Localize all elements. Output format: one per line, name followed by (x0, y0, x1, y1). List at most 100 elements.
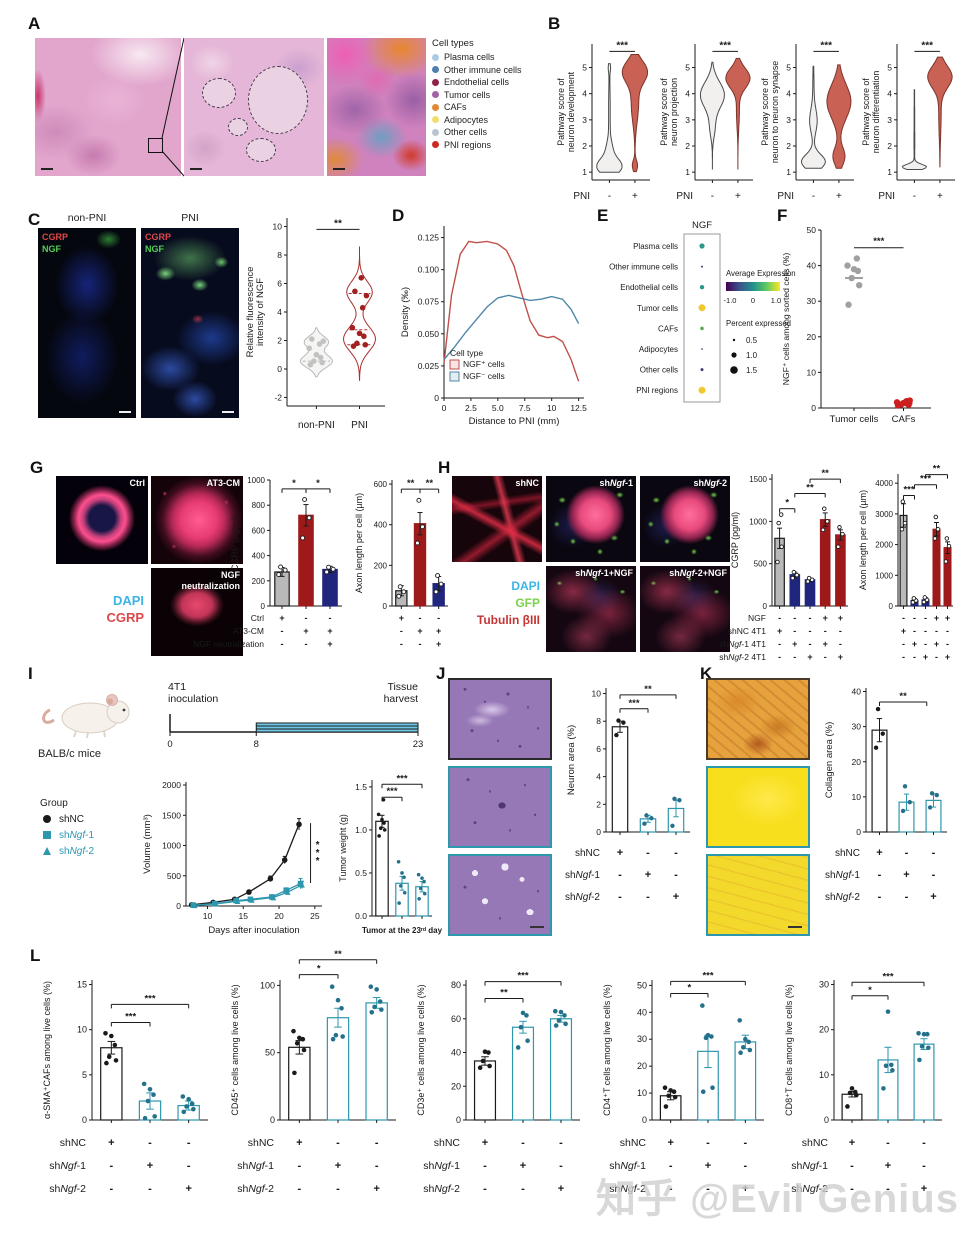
panel-a-he-overview-image (35, 38, 181, 176)
svg-text:4: 4 (887, 89, 892, 99)
svg-text:0: 0 (456, 1115, 461, 1125)
svg-text:3000: 3000 (875, 510, 893, 519)
svg-text:+: + (185, 1183, 191, 1195)
svg-text:+: + (823, 639, 828, 649)
svg-text:+: + (108, 1137, 114, 1149)
shngf2-neuron-image: shNgf-2 (640, 476, 730, 562)
mouse-strain-label: BALB/c mice (38, 748, 101, 760)
mouse-illustration (42, 694, 130, 739)
panel-g-stain-key: DAPI CGRP (56, 592, 144, 626)
svg-text:neuron differentiation: neuron differentiation (871, 71, 881, 154)
svg-text:Distance to PNI (mm): Distance to PNI (mm) (469, 416, 560, 427)
svg-text:-: - (674, 847, 678, 859)
svg-text:***: *** (144, 993, 155, 1004)
svg-text:+: + (735, 191, 741, 202)
svg-text:-: - (905, 847, 909, 859)
tubulin-stain-label: Tubulin βIII (476, 613, 540, 627)
cell-type-legend-item: CAFs (432, 102, 544, 112)
cgrp-bar-chart-g: 0 200 400 600 800 1000 CGRP (pg/ml) * * Ctrl + - - AT… (193, 476, 342, 649)
svg-text:+: + (645, 869, 651, 881)
svg-text:-: - (400, 639, 403, 649)
svg-text:-: - (329, 613, 332, 623)
svg-text:-: - (711, 191, 714, 202)
shnc-neuron-image: shNC (452, 476, 542, 562)
svg-text:40: 40 (807, 261, 817, 271)
svg-text:3: 3 (582, 115, 587, 125)
svg-text:*: * (316, 856, 320, 867)
svg-text:shNgf-1: shNgf-1 (237, 1160, 274, 1172)
svg-text:**: ** (806, 482, 814, 493)
svg-text:+: + (903, 869, 909, 881)
svg-text:-: - (559, 1137, 563, 1149)
cell-type-color-dot (432, 116, 439, 123)
svg-text:shNgf-2: shNgf-2 (565, 892, 600, 903)
svg-text:-: - (669, 1183, 673, 1195)
svg-text:20: 20 (274, 911, 284, 921)
dapi-stain-label: DAPI (112, 593, 144, 608)
svg-text:harvest: harvest (384, 693, 419, 705)
svg-text:-: - (375, 1160, 379, 1172)
panel-h-label: H (438, 458, 451, 477)
svg-text:non-PNI: non-PNI (298, 420, 335, 431)
svg-text:Days after inoculation: Days after inoculation (208, 925, 299, 936)
shngf2-he-image (448, 854, 552, 936)
svg-text:NGF⁺ cells among sorted cells: NGF⁺ cells among sorted cells (%) (781, 253, 791, 386)
svg-text:+: + (279, 613, 284, 623)
svg-text:-: - (618, 869, 622, 881)
svg-text:5: 5 (685, 63, 690, 73)
svg-text:*: * (785, 498, 789, 509)
svg-text:NGF⁻ cells: NGF⁻ cells (463, 371, 505, 381)
svg-text:+: + (742, 1183, 748, 1195)
shngf2-ngf-neuron-image: shNgf-2+NGF (640, 566, 730, 652)
svg-text:+: + (327, 639, 332, 649)
svg-text:3: 3 (887, 115, 892, 125)
svg-text:4: 4 (786, 89, 791, 99)
svg-text:Tumor at the 23ʳᵈ day: Tumor at the 23ʳᵈ day (362, 926, 443, 935)
panel-h-stain-key: DAPI GFP Tubulin βIII (452, 578, 540, 629)
svg-text:shNgf-1: shNgf-1 (565, 870, 600, 881)
panel-i-label: I (28, 664, 33, 683)
svg-text:0: 0 (167, 739, 172, 750)
svg-text:+: + (558, 1183, 564, 1195)
svg-text:-: - (281, 626, 284, 636)
svg-text:+: + (921, 1183, 927, 1195)
svg-text:Axon length per cell (µm): Axon length per cell (µm) (354, 493, 364, 593)
svg-text:8: 8 (254, 739, 259, 750)
svg-text:***: *** (125, 1011, 136, 1022)
svg-text:neuron to neuron synapse: neuron to neuron synapse (770, 61, 780, 163)
svg-text:15: 15 (239, 911, 249, 921)
group-label: shNgf-1 (59, 829, 95, 841)
svg-text:1: 1 (582, 167, 587, 177)
panel-a-he-zoom-image (184, 38, 324, 176)
svg-text:-: - (743, 1160, 747, 1172)
svg-text:Tissue: Tissue (387, 681, 418, 693)
panel-d-label: D (392, 206, 405, 225)
pni-if-image: CGRP NGF (141, 228, 239, 418)
group-label: shNC (59, 813, 85, 825)
violin-chart-neuron-projection: 1 2 3 4 5 Pathway score of neuron projection - +… (659, 40, 753, 202)
scale-bar (41, 168, 53, 170)
svg-text:10: 10 (592, 689, 602, 699)
shnc-he-image (448, 678, 552, 760)
svg-text:PNI: PNI (878, 191, 895, 202)
svg-text:20: 20 (637, 1061, 647, 1071)
svg-text:-: - (924, 613, 927, 623)
svg-text:Neuron area (%): Neuron area (%) (566, 725, 577, 795)
panel-b-label: B (548, 14, 561, 33)
svg-text:*: * (868, 985, 872, 996)
svg-text:4T1: 4T1 (168, 681, 186, 693)
collagen-area-bar-chart: 0 10 20 30 40 Collagen area (%) ** shNC + - - shNgf… (824, 687, 947, 903)
svg-text:-: - (793, 652, 796, 662)
svg-text:shNgf-2: shNgf-2 (423, 1183, 460, 1195)
svg-text:CD8⁺T cells among live cells (: CD8⁺T cells among live cells (%) (784, 984, 794, 1116)
svg-text:1: 1 (887, 167, 892, 177)
svg-text:-: - (932, 847, 936, 859)
svg-text:40: 40 (637, 1007, 647, 1017)
svg-text:-: - (839, 626, 842, 636)
svg-text:+: + (849, 1137, 855, 1149)
zoom-box (148, 138, 163, 153)
svg-text:5.0: 5.0 (492, 403, 504, 413)
svg-text:shNC: shNC (434, 1137, 461, 1149)
svg-text:-: - (109, 1183, 113, 1195)
cell-type-color-dot (432, 66, 439, 73)
